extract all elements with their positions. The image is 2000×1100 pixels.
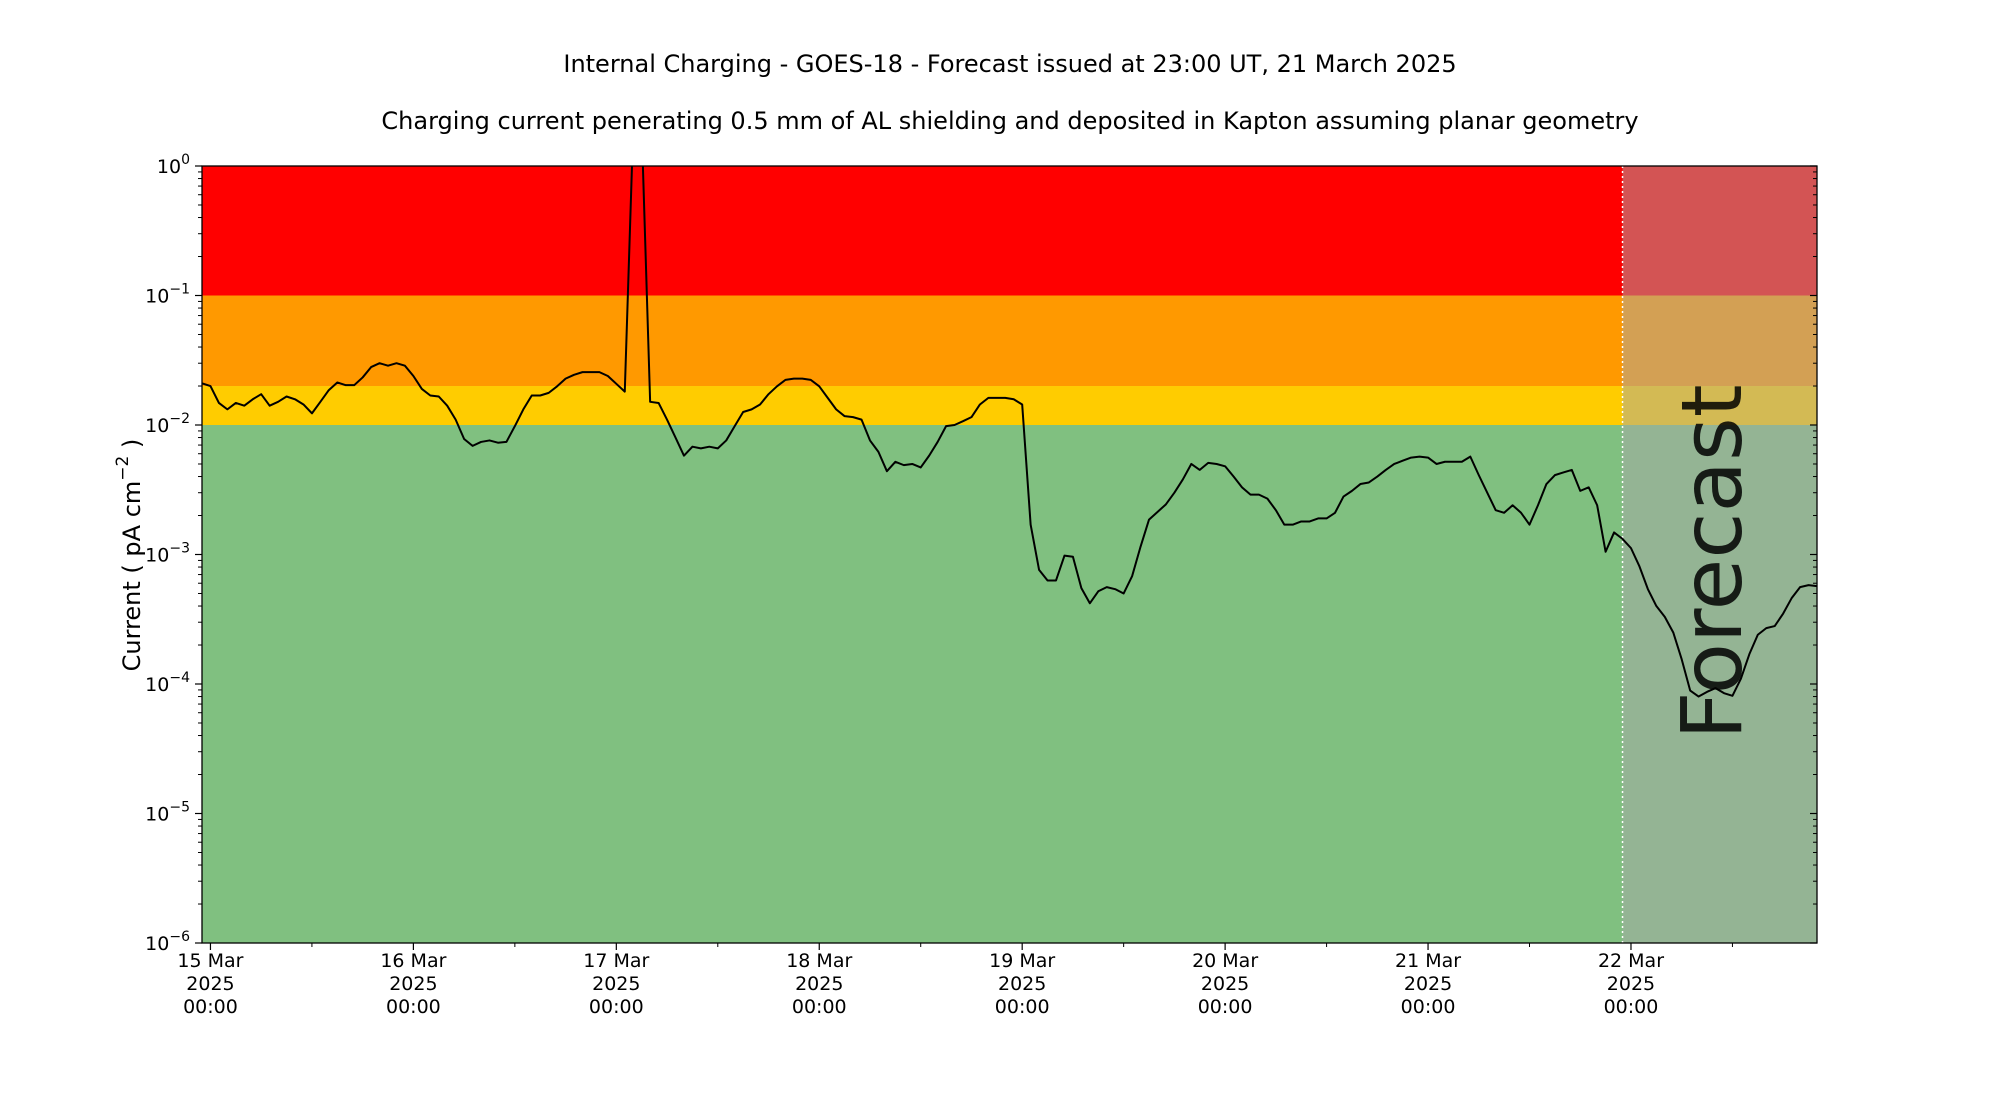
y-tick-base: 10: [145, 674, 169, 696]
x-tick-label: 21 Mar: [1395, 950, 1461, 972]
x-tick-label: 2025: [186, 973, 234, 995]
y-tick-label: 10−4: [145, 670, 190, 696]
y-tick-exponent: −1: [169, 282, 190, 298]
x-tick-label: 19 Mar: [989, 950, 1055, 972]
y-tick-label: 10−6: [145, 929, 190, 955]
y-tick-exponent: −5: [169, 800, 190, 816]
x-tick-label: 00:00: [1604, 996, 1659, 1018]
y-tick-base: 10: [145, 804, 169, 826]
y-tick-label: 100: [157, 152, 190, 178]
y-tick-base: 10: [145, 415, 169, 437]
x-tick-label: 22 Mar: [1598, 950, 1664, 972]
forecast-region: Forecast: [1621, 166, 1817, 943]
x-tick-label: 18 Mar: [786, 950, 852, 972]
x-tick-label: 2025: [1607, 973, 1655, 995]
lines: [202, 166, 1817, 698]
x-tick-label: 00:00: [386, 996, 441, 1018]
threshold-band: [202, 166, 1817, 296]
threshold-band: [202, 386, 1817, 425]
y-tick-base: 10: [157, 156, 181, 178]
x-tick-label: 20 Mar: [1192, 950, 1258, 972]
x-tick-label: 15 Mar: [177, 950, 243, 972]
y-tick-exponent: 0: [181, 152, 190, 168]
y-axis-label: Current ( pA cm−2 ): [113, 439, 146, 672]
x-tick-label: 00:00: [589, 996, 644, 1018]
bands: [202, 166, 1817, 943]
y-tick-base: 10: [145, 286, 169, 308]
y-tick-exponent: −2: [169, 411, 190, 427]
y-tick-base: 10: [145, 545, 169, 567]
x-tick-label: 00:00: [995, 996, 1050, 1018]
y-tick-base: 10: [145, 933, 169, 955]
x-tick-label: 16 Mar: [380, 950, 446, 972]
x-tick-label: 00:00: [183, 996, 238, 1018]
x-tick-label: 17 Mar: [583, 950, 649, 972]
x-tick-label: 2025: [1404, 973, 1452, 995]
threshold-band: [202, 295, 1817, 387]
y-tick-label: 10−1: [145, 282, 190, 308]
y-tick-label: 10−3: [145, 541, 190, 567]
y-tick-label: 10−2: [145, 411, 190, 437]
y-axis-label-text: Current ( pA cm: [118, 481, 146, 672]
y-tick-label: 10−5: [145, 800, 190, 826]
x-tick-label: 2025: [998, 973, 1046, 995]
x-tick-label: 00:00: [792, 996, 847, 1018]
y-axis-label-exponent: −2: [113, 456, 133, 481]
x-tick-label: 00:00: [1198, 996, 1253, 1018]
x-tick-label: 2025: [592, 973, 640, 995]
forecast-label: Forecast: [1663, 384, 1761, 739]
x-tick-label: 2025: [1201, 973, 1249, 995]
chart-title: Internal Charging - GOES-18 - Forecast i…: [563, 50, 1456, 78]
x-tick-label: 2025: [389, 973, 437, 995]
x-tick-label: 2025: [795, 973, 843, 995]
y-axis-label-end: ): [118, 439, 146, 456]
x-tick-label: 00:00: [1401, 996, 1456, 1018]
y-tick-exponent: −4: [169, 670, 190, 686]
threshold-band: [202, 425, 1817, 943]
data-line: [202, 166, 1817, 698]
y-tick-exponent: −6: [169, 929, 190, 945]
y-tick-exponent: −3: [169, 541, 190, 557]
chart-subtitle: Charging current penerating 0.5 mm of AL…: [381, 107, 1638, 135]
forecast-shade: [1622, 166, 1817, 943]
